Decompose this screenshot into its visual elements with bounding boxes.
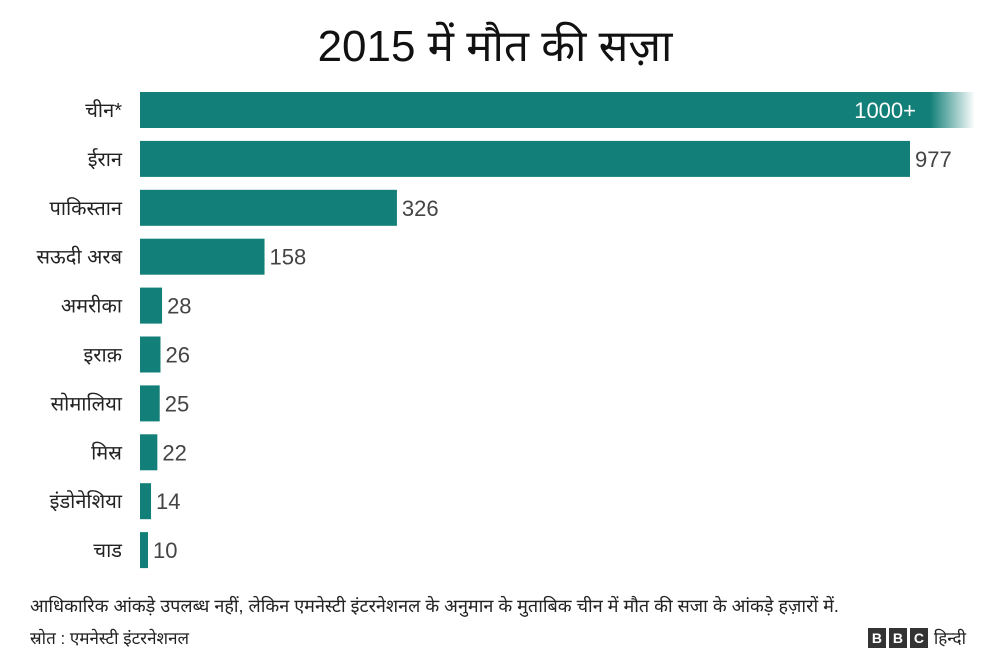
bar xyxy=(140,92,930,128)
category-label: मिस्र xyxy=(91,441,122,464)
category-label: पाकिस्तान xyxy=(49,197,122,220)
bar xyxy=(140,238,265,275)
category-label: ईरान xyxy=(88,148,123,171)
category-label: सऊदी अरब xyxy=(37,246,123,269)
bar xyxy=(140,189,397,226)
data-label: 26 xyxy=(165,343,189,368)
data-label: 14 xyxy=(156,489,180,514)
bar xyxy=(140,140,910,177)
category-label: इंडोनेशिया xyxy=(50,490,123,513)
data-label: 158 xyxy=(270,245,307,270)
bar xyxy=(140,336,161,373)
chart-note: आधिकारिक आंकड़े उपलब्ध नहीं, लेकिन एमनेस… xyxy=(30,596,839,616)
bar xyxy=(140,483,152,520)
logo-text: हिन्दी xyxy=(933,629,966,648)
bar xyxy=(140,434,158,471)
category-label: इराक़ xyxy=(83,345,122,367)
data-label: 10 xyxy=(153,538,177,563)
bar xyxy=(140,532,148,569)
chart-title: 2015 में मौत की सज़ा xyxy=(317,22,673,71)
data-label: 28 xyxy=(167,294,191,319)
data-label: 326 xyxy=(402,196,439,221)
logo-letter: B xyxy=(867,627,886,648)
category-label: चाड xyxy=(93,540,122,562)
bar xyxy=(140,287,163,324)
logo-letter: B xyxy=(888,627,907,648)
data-label: 977 xyxy=(915,147,952,172)
bbc-hindi-logo: B B C हिन्दी xyxy=(867,626,966,649)
bar-fade xyxy=(930,92,975,128)
logo-letter: C xyxy=(909,627,928,648)
category-label: चीन* xyxy=(85,99,122,122)
bar-chart: चीन* 1000+ ईरान 977 पाकिस्तान 326 सऊदी अरब 158 अ… xyxy=(37,92,975,569)
category-label: सोमालिया xyxy=(51,392,123,415)
bar xyxy=(140,385,160,422)
data-label: 1000+ xyxy=(854,98,916,123)
data-label: 25 xyxy=(165,391,189,416)
category-label: अमरीका xyxy=(61,295,123,318)
chart-source: स्रोत : एमनेस्टी इंटरनेशनल xyxy=(30,629,190,648)
data-label: 22 xyxy=(162,440,186,465)
